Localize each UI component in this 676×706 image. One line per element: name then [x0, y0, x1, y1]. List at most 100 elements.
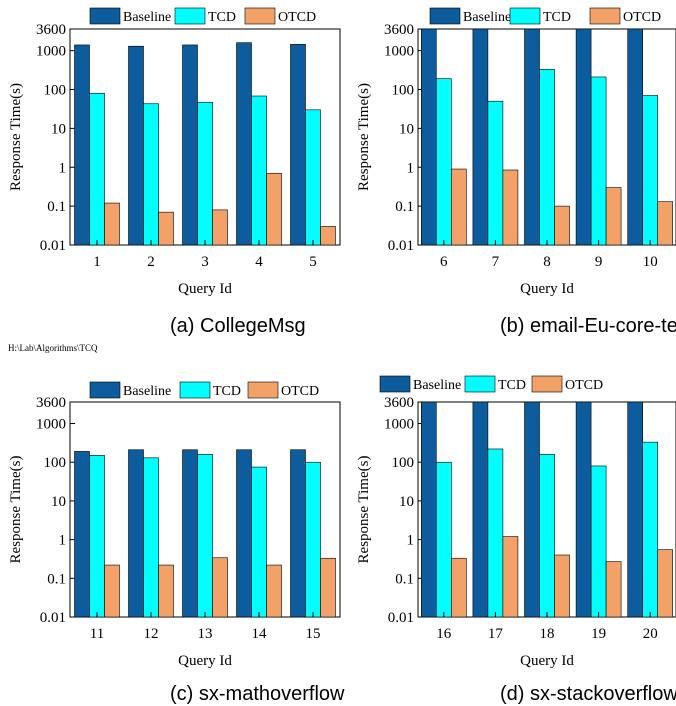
bar-otcd-q18: [554, 554, 570, 618]
bar-baseline-q11: [74, 451, 90, 618]
x-tick-label: 3: [201, 254, 209, 270]
bar-baseline-q9: [575, 28, 592, 246]
bar-otcd-q8: [554, 205, 570, 246]
x-tick-label: 20: [643, 626, 658, 642]
y-tick-label: 100: [392, 455, 415, 471]
y-tick-label: 0.1: [47, 571, 66, 587]
bar-tcd-q5: [305, 109, 321, 246]
y-tick-label: 3600: [36, 22, 66, 38]
legend-label-baseline: Baseline: [463, 10, 511, 25]
bar-tcd-q15: [305, 461, 321, 618]
y-tick-label: 1: [59, 533, 67, 549]
x-axis-title: Query Id: [178, 281, 232, 297]
legend-label-otcd: OTCD: [623, 10, 661, 25]
bar-baseline-q17: [472, 401, 489, 618]
y-axis-title: Response Time(s): [356, 456, 372, 564]
legend-swatch-otcd: [531, 375, 563, 393]
y-tick-label: 1: [407, 160, 415, 176]
bar-baseline-q6: [420, 28, 437, 246]
bar-baseline-q8: [524, 28, 540, 246]
bar-tcd-q16: [435, 461, 452, 618]
x-axis-title: Query Id: [178, 653, 232, 669]
panel-caption: (a) CollegeMsg: [170, 315, 306, 337]
x-tick-label: 5: [309, 254, 317, 270]
bar-baseline-q1: [74, 44, 90, 246]
bar-otcd-q1: [104, 202, 120, 246]
bar-baseline-q12: [128, 449, 144, 618]
bar-tcd-q17: [487, 448, 504, 618]
x-tick-label: 6: [440, 254, 448, 270]
bar-tcd-q9: [590, 76, 607, 246]
chart-panel-3: 0.01 0.1 1 10 100 1000 3600 11 12 13 14 15 Query Id R…: [8, 381, 345, 705]
legend-label-tcd: TCD: [213, 384, 241, 399]
x-tick-label: 12: [144, 626, 159, 642]
x-axis-title: Query Id: [520, 653, 574, 669]
bar-baseline-q5: [290, 44, 306, 246]
bar-otcd-q5: [320, 226, 336, 246]
legend-swatch-otcd: [247, 381, 279, 399]
legend-swatch-tcd: [464, 375, 496, 393]
bar-otcd-q2: [158, 211, 174, 246]
legend-label-baseline: Baseline: [413, 378, 461, 393]
legend-label-otcd: OTCD: [278, 10, 316, 25]
bar-baseline-q15: [290, 449, 306, 618]
y-tick-label: 10: [51, 121, 66, 137]
legend-label-otcd: OTCD: [565, 378, 603, 393]
x-tick-label: 11: [90, 626, 104, 642]
y-axis-title: Response Time(s): [8, 456, 24, 564]
panel-caption: (b) email-Eu-core-temporal: [500, 315, 676, 337]
y-tick-label: 0.1: [395, 199, 414, 215]
bar-otcd-q9: [605, 187, 622, 246]
bar-baseline-q18: [524, 401, 540, 618]
x-tick-label: 17: [488, 626, 504, 642]
legend-label-tcd: TCD: [208, 10, 236, 25]
x-tick-label: 7: [492, 254, 500, 270]
bar-tcd-q18: [539, 454, 555, 618]
x-tick-label: 8: [543, 254, 551, 270]
bar-baseline-q4: [236, 42, 252, 246]
panel-caption: (d) sx-stackoverflow: [500, 683, 676, 705]
x-tick-label: 14: [252, 626, 268, 642]
bar-otcd-q10: [657, 201, 674, 246]
chart-panel-2: 0.01 0.1 1 10 100 1000 3600 6 7 8 9 10 Query Id Respo…: [356, 7, 676, 337]
x-axis-title: Query Id: [520, 281, 574, 297]
y-tick-label: 1000: [36, 417, 66, 433]
y-tick-label: 1000: [384, 44, 414, 60]
legend-swatch-tcd: [174, 7, 206, 25]
y-tick-label: 100: [44, 83, 67, 99]
y-tick-label: 0.01: [40, 238, 66, 254]
bar-tcd-q8: [539, 69, 555, 246]
legend-label-baseline: Baseline: [123, 384, 171, 399]
y-tick-label: 3600: [384, 395, 414, 411]
bar-baseline-q14: [236, 449, 252, 618]
bar-otcd-q13: [212, 557, 228, 618]
x-tick-label: 1: [93, 254, 101, 270]
y-axis-title: Response Time(s): [356, 83, 372, 191]
bar-baseline-q10: [627, 28, 644, 246]
bar-tcd-q12: [143, 457, 159, 618]
bar-tcd-q2: [143, 103, 159, 246]
bar-tcd-q7: [487, 100, 504, 246]
bar-otcd-q20: [657, 549, 674, 618]
y-tick-label: 1: [407, 533, 415, 549]
bar-baseline-q13: [182, 449, 198, 618]
bar-tcd-q19: [590, 465, 607, 618]
bar-tcd-q13: [197, 454, 213, 618]
bar-otcd-q16: [450, 557, 467, 618]
legend-swatch-tcd: [509, 7, 541, 25]
y-tick-label: 1: [59, 160, 67, 176]
bar-tcd-q14: [251, 466, 267, 618]
legend-label-tcd: TCD: [498, 378, 526, 393]
bar-otcd-q7: [502, 169, 519, 246]
x-tick-label: 2: [147, 254, 155, 270]
y-tick-label: 0.01: [388, 238, 414, 254]
x-tick-label: 19: [591, 626, 606, 642]
x-tick-label: 18: [540, 626, 555, 642]
bar-otcd-q11: [104, 564, 120, 618]
y-tick-label: 3600: [36, 395, 66, 411]
bar-baseline-q2: [128, 45, 144, 246]
y-tick-label: 0.01: [40, 610, 66, 626]
bar-tcd-q6: [435, 78, 452, 246]
panel-caption: (c) sx-mathoverflow: [170, 683, 345, 705]
